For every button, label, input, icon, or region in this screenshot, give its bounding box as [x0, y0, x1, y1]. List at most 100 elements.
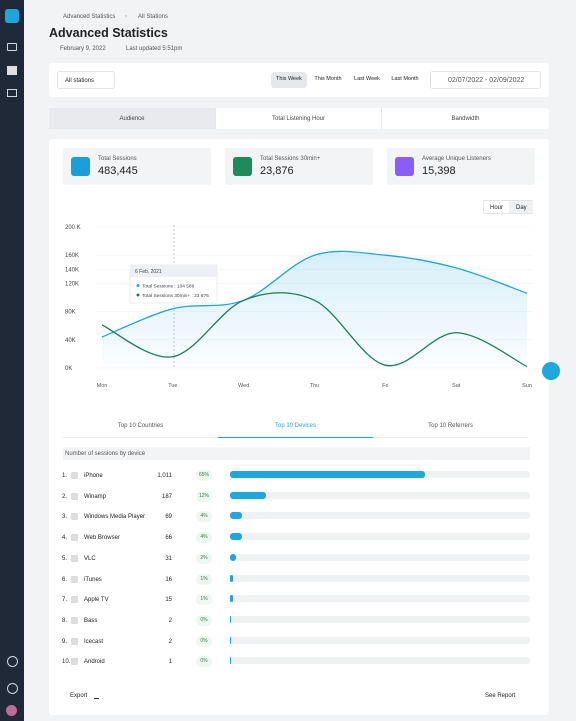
station-select[interactable]: All stations	[57, 71, 115, 89]
count: 1	[168, 659, 172, 666]
count: 16	[165, 576, 172, 583]
tab-label: Total Listening Hour	[271, 116, 326, 122]
period-button[interactable]: This Week	[271, 72, 307, 88]
bar	[230, 657, 231, 665]
device-name: iTunes	[84, 576, 102, 583]
device-tab-label: Top 10 Referrers	[428, 423, 473, 429]
device-icon	[71, 596, 78, 604]
bar-track	[230, 615, 530, 623]
avatar[interactable]	[6, 705, 17, 716]
count: 187	[161, 493, 172, 500]
device-tab-label: Top 10 Countries	[117, 423, 164, 429]
sidebar	[0, 0, 24, 721]
period-button[interactable]: This Month	[309, 72, 347, 88]
bar	[230, 512, 242, 520]
bar	[230, 491, 266, 499]
device-tab[interactable]: Top 10 Countries	[63, 419, 218, 438]
stat-icon	[71, 157, 90, 176]
device-name: VLC	[84, 555, 96, 562]
granularity-option[interactable]: Day	[516, 205, 527, 211]
bar	[230, 533, 242, 541]
stat-label: Total Sessions	[98, 156, 137, 162]
bar-track	[230, 533, 530, 541]
tab-label: Audience	[119, 116, 145, 122]
percent-pill	[196, 511, 212, 523]
device-icon	[71, 472, 78, 479]
bar-track	[230, 512, 530, 520]
nav-icon[interactable]	[7, 683, 18, 694]
count: 2	[168, 617, 172, 624]
percent: 0%	[200, 637, 208, 644]
export-icon	[94, 692, 99, 699]
device-icon	[71, 492, 78, 500]
rank: 8.	[62, 617, 68, 624]
percent: 0%	[200, 616, 208, 623]
bar-track	[230, 574, 530, 582]
rank: 4.	[62, 535, 68, 542]
table-caption: Number of sessions by device	[65, 451, 146, 457]
granularity-active	[509, 201, 533, 213]
device-icon	[71, 616, 78, 624]
table-header: Number of sessions by device	[63, 447, 530, 460]
tab[interactable]: Bandwidth	[381, 108, 549, 129]
device-name: Apple TV	[84, 597, 109, 604]
tab-label: Bandwidth	[451, 116, 480, 122]
breadcrumb[interactable]: All Stations	[138, 14, 169, 20]
export[interactable]: Export	[70, 693, 88, 699]
tab[interactable]: Audience	[49, 108, 215, 129]
stat-icon	[233, 157, 252, 176]
percent: 1%	[200, 575, 208, 582]
period-label: Last Month	[391, 76, 419, 82]
bar	[230, 471, 425, 478]
period-label: Last Week	[354, 76, 380, 82]
count: 15	[165, 597, 172, 604]
date: February 9, 2022	[60, 46, 106, 52]
rank: 7.	[62, 597, 68, 604]
stat-card: Average Unique Listeners 15,398	[387, 148, 535, 185]
percent-pill	[196, 635, 212, 647]
see-report[interactable]: See Report	[485, 693, 516, 699]
device-tab[interactable]: Top 10 Referrers	[373, 419, 528, 438]
device-name: Icecast	[84, 638, 104, 645]
page-title: Advanced Statistics	[49, 26, 168, 40]
percent: 0%	[200, 658, 208, 665]
percent: 12%	[198, 492, 209, 499]
stat-card: Total Sessions 30min+ 23,876	[225, 148, 373, 185]
breadcrumb[interactable]: Advanced Statistics	[63, 14, 116, 20]
stat-icon	[395, 157, 414, 176]
stat-value: 483,445	[98, 165, 138, 177]
percent: 2%	[200, 554, 208, 561]
tab[interactable]: Total Listening Hour	[215, 108, 381, 129]
bar-track	[230, 595, 530, 603]
nav-icon-active[interactable]	[7, 66, 17, 75]
nav-icon[interactable]	[7, 43, 17, 51]
stat-card: Total Sessions 483,445	[63, 148, 211, 185]
device-icon	[71, 513, 78, 521]
breadcrumb-sep: ›	[125, 14, 127, 20]
stat-label: Average Unique Listeners	[422, 156, 491, 162]
nav-icon[interactable]	[7, 89, 17, 97]
count: 1,011	[157, 473, 172, 479]
device-tab[interactable]: Top 10 Devices	[218, 419, 373, 438]
bar-track	[230, 657, 530, 665]
count: 69	[165, 514, 172, 521]
logo[interactable]	[5, 9, 19, 23]
device-name: Bass	[84, 617, 98, 624]
bar	[230, 574, 233, 582]
nav-icon[interactable]	[7, 656, 18, 667]
granularity-option[interactable]: Hour	[490, 205, 504, 211]
date-range[interactable]: 02/07/2022 - 02/09/2022	[430, 71, 541, 89]
percent: 1%	[200, 596, 208, 603]
period-button[interactable]: Last Week	[349, 72, 385, 88]
period-button[interactable]: Last Month	[387, 72, 423, 88]
device-name: Android	[84, 659, 105, 666]
percent-pill	[196, 594, 212, 606]
rank: 10.	[62, 659, 71, 666]
bar-track	[230, 553, 530, 561]
bar-track	[230, 491, 530, 499]
percent-pill	[196, 490, 212, 502]
count: 66	[165, 535, 172, 542]
percent: 65%	[198, 472, 209, 478]
chat-button[interactable]	[542, 362, 560, 380]
